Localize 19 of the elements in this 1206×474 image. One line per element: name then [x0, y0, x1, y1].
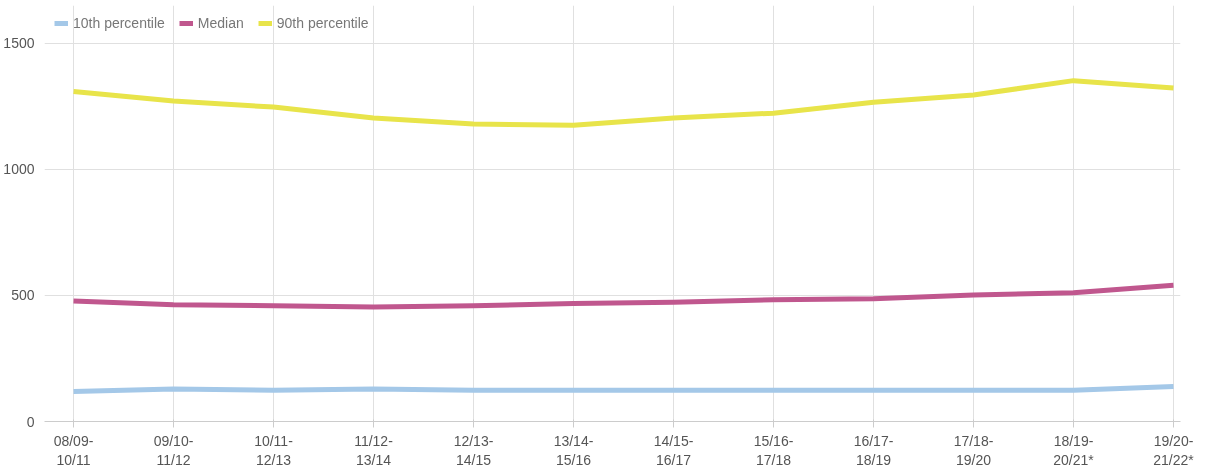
- x-tick-label: 18/19- 20/21*: [1053, 432, 1095, 468]
- y-tick-label: 1000: [3, 161, 35, 178]
- x-tick-label: 12/13- 14/15: [453, 432, 494, 468]
- legend-label: Median: [197, 15, 244, 31]
- x-tick-label: 14/15- 16/17: [653, 432, 694, 468]
- x-tick-label: 09/10- 11/12: [153, 432, 194, 468]
- x-tick-label: 15/16- 17/18: [753, 432, 794, 468]
- y-tick-label: 1500: [3, 35, 35, 52]
- x-tick-label: 19/20- 21/22*: [1153, 432, 1195, 468]
- x-tick-label: 08/09- 10/11: [53, 432, 94, 468]
- y-tick-label: 500: [11, 287, 35, 304]
- legend-label: 10th percentile: [73, 15, 165, 31]
- x-tick-label: 11/12- 13/14: [354, 432, 394, 468]
- x-tick-label: 16/17- 18/19: [853, 432, 894, 468]
- x-tick-label: 10/11- 12/13: [254, 432, 294, 468]
- y-tick-label: 0: [26, 413, 35, 430]
- legend-label: 90th percentile: [276, 15, 369, 31]
- x-tick-label: 13/14- 15/16: [553, 432, 594, 468]
- x-tick-label: 17/18- 19/20: [953, 432, 994, 468]
